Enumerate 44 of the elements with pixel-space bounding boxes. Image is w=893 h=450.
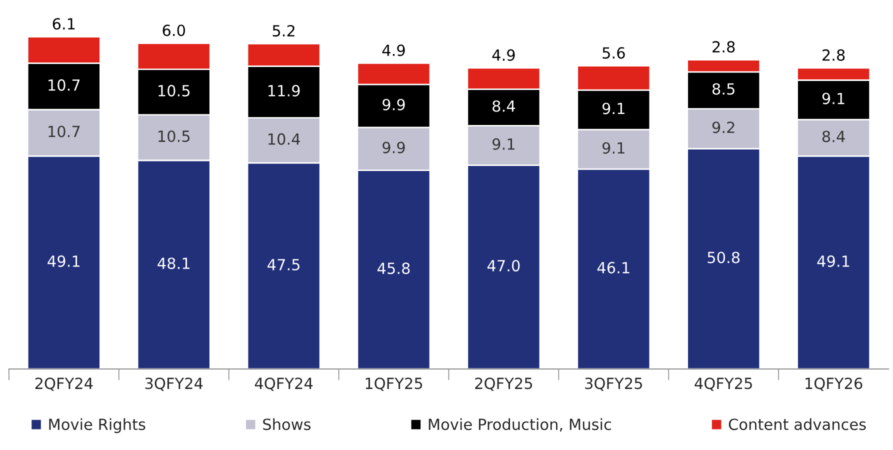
data-label: 10.5: [158, 130, 190, 142]
legend-label: Movie Production, Music: [428, 418, 611, 432]
data-label: 48.1: [158, 258, 190, 270]
legend-label: Content advances: [728, 418, 866, 430]
data-label: 8.4: [492, 100, 515, 112]
data-label: 6.0: [162, 24, 185, 36]
data-label: 49.1: [817, 255, 850, 267]
data-label: 9.1: [822, 92, 844, 104]
data-label: 6.1: [52, 18, 75, 30]
data-label: 9.1: [602, 102, 624, 114]
data-label: 2.8: [822, 49, 845, 61]
data-label: 10.4: [268, 133, 300, 145]
data-label: 4.9: [492, 49, 515, 61]
x-tick-label: 4QFY25: [694, 378, 752, 391]
data-label: 5.6: [602, 47, 625, 59]
data-label: 10.7: [48, 79, 80, 91]
legend-label: Movie Rights: [49, 418, 146, 434]
data-label: 9.1: [602, 142, 624, 154]
data-label: 9.2: [712, 122, 734, 134]
data-label: 9.9: [382, 142, 405, 154]
data-label: 8.4: [822, 130, 845, 142]
x-tick-label: 4QFY24: [254, 378, 313, 391]
data-label: 9.9: [382, 98, 405, 110]
data-label: 47.0: [487, 260, 520, 272]
x-tick-label: 2QFY25: [475, 378, 532, 391]
x-tick-label: 1QFY25: [366, 378, 422, 391]
data-label: 11.9: [268, 84, 300, 96]
data-label: 10.5: [158, 84, 190, 96]
data-label: 45.8: [377, 262, 410, 274]
data-label: 50.8: [708, 252, 740, 264]
data-label: 46.1: [597, 262, 630, 274]
data-label: 8.5: [712, 83, 734, 95]
data-label: 5.2: [272, 25, 294, 37]
x-tick-label: 1QFY26: [806, 378, 862, 391]
data-label: 2.8: [712, 41, 735, 53]
legend-label: Shows: [263, 418, 311, 430]
data-label: 47.5: [268, 259, 300, 270]
x-tick-label: 2QFY24: [35, 378, 93, 391]
data-label: 10.7: [48, 126, 80, 138]
x-tick-label: 3QFY24: [145, 378, 203, 391]
data-label: 49.1: [48, 255, 80, 267]
data-label: 9.1: [492, 138, 514, 150]
x-tick-label: 3QFY25: [585, 378, 642, 391]
data-label: 4.9: [382, 44, 405, 56]
